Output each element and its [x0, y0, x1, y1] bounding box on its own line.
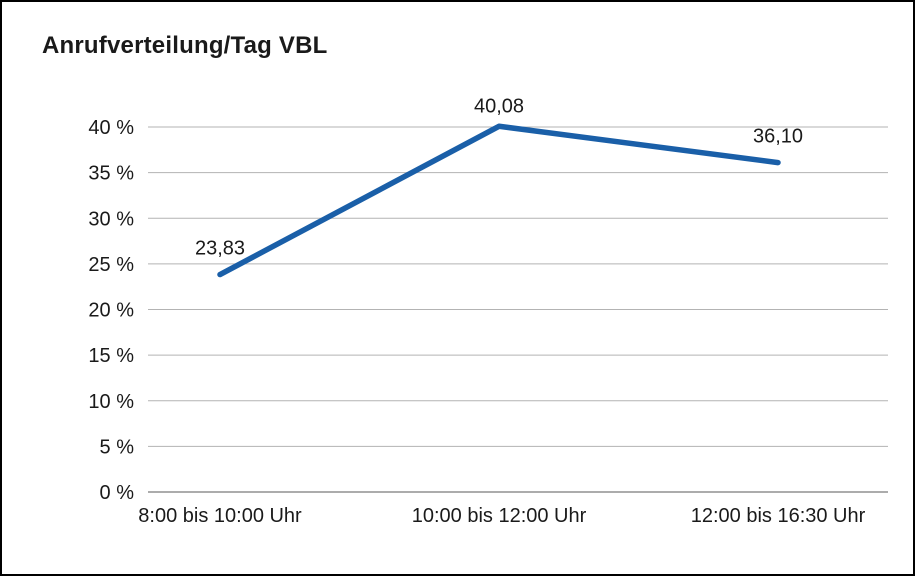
x-axis-label: 12:00 bis 16:30 Uhr — [691, 505, 866, 527]
x-axis-label: 8:00 bis 10:00 Uhr — [138, 505, 302, 527]
y-tick-label: 35 % — [88, 163, 134, 185]
data-series-line — [217, 123, 781, 278]
y-tick-label: 20 % — [88, 300, 134, 322]
y-tick-label: 30 % — [88, 208, 134, 230]
y-tick-label: 0 % — [100, 482, 135, 504]
data-label: 36,10 — [753, 126, 803, 148]
x-axis-label: 10:00 bis 12:00 Uhr — [412, 505, 587, 527]
data-label: 23,83 — [195, 238, 245, 260]
y-tick-label: 5 % — [100, 436, 135, 458]
y-tick-label: 25 % — [88, 254, 134, 276]
data-label: 40,08 — [474, 95, 524, 117]
y-tick-label: 15 % — [88, 345, 134, 367]
y-tick-label: 10 % — [88, 391, 134, 413]
y-tick-label: 40 % — [88, 117, 134, 139]
chart-title: Anrufverteilung/Tag VBL — [42, 32, 328, 59]
